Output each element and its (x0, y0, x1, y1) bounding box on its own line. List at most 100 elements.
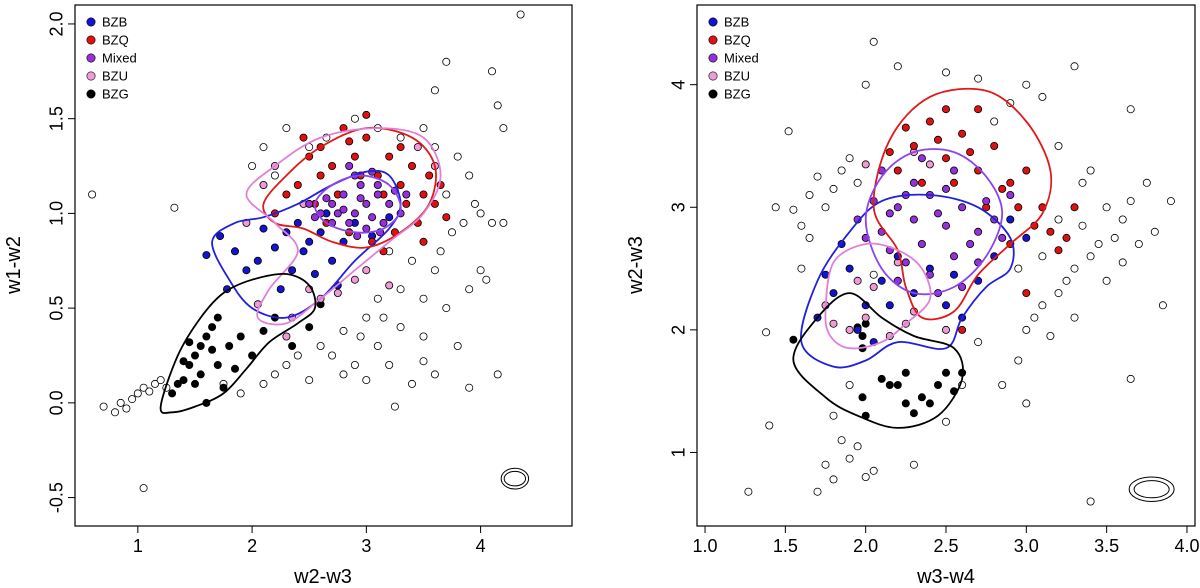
point-unassociated (328, 351, 337, 360)
point-mixed (909, 178, 918, 187)
point-unassociated (805, 190, 814, 199)
point-bzb (305, 237, 314, 246)
point-unassociated (1070, 313, 1079, 322)
point-bzg (236, 332, 245, 341)
point-unassociated (350, 360, 359, 369)
point-bzb (293, 218, 302, 227)
point-unassociated (942, 417, 951, 426)
point-bzg (185, 360, 194, 369)
y-tick-label: -0.5 (47, 482, 67, 513)
point-bzq (305, 152, 314, 161)
point-bzg (190, 351, 199, 360)
point-unassociated (1118, 215, 1127, 224)
point-unassociated (339, 370, 348, 379)
point-mixed (322, 194, 331, 203)
point-unassociated (1038, 92, 1047, 101)
point-bzu (413, 143, 422, 152)
point-unassociated (282, 360, 291, 369)
point-mixed (885, 209, 894, 218)
x-tick-label: 1.0 (693, 536, 718, 556)
point-unassociated (139, 484, 148, 493)
point-mixed (345, 218, 354, 227)
point-unassociated (419, 357, 428, 366)
point-bzb (885, 301, 894, 310)
point-unassociated (270, 171, 279, 180)
point-bzq (402, 199, 411, 208)
point-unassociated (1166, 197, 1175, 206)
point-unassociated (1086, 252, 1095, 261)
point-bzb (877, 276, 886, 285)
point-bzb (270, 243, 279, 252)
legend-marker-bzb (86, 17, 96, 27)
point-bzb (288, 266, 297, 275)
point-unassociated (122, 404, 131, 413)
point-bzu (282, 332, 291, 341)
point-unassociated (350, 114, 359, 123)
point-mixed (350, 209, 359, 218)
point-unassociated (316, 341, 325, 350)
point-bzg (202, 332, 211, 341)
point-unassociated (789, 205, 798, 214)
point-bzg (942, 368, 951, 377)
point-unassociated (1078, 221, 1087, 230)
legend-label-bzq: BZQ (724, 33, 751, 48)
y-tick-label: 3 (669, 202, 689, 212)
point-bzq (419, 190, 428, 199)
point-mixed (958, 203, 967, 212)
point-unassociated (419, 332, 428, 341)
point-mixed (328, 199, 337, 208)
y-axis-title: w2-w3 (625, 236, 647, 295)
point-bzg (208, 323, 217, 332)
point-mixed (305, 199, 314, 208)
legend-marker-bzq (86, 35, 96, 45)
point-mixed (402, 190, 411, 199)
point-unassociated (465, 383, 474, 392)
contour-bzb (800, 193, 1015, 369)
point-unassociated (1118, 258, 1127, 267)
point-bzb (853, 325, 862, 334)
error-ellipse-inner (1133, 480, 1170, 499)
legend-marker-bzu (708, 71, 718, 81)
point-bzq (385, 152, 394, 161)
point-unassociated (1086, 497, 1095, 506)
point-unassociated (453, 341, 462, 350)
point-bzg (877, 374, 886, 383)
point-unassociated (385, 360, 394, 369)
point-bzb (276, 285, 285, 294)
point-unassociated (1070, 62, 1079, 71)
point-bzg (917, 393, 926, 402)
point-unassociated (305, 376, 314, 385)
point-unassociated (1046, 331, 1055, 340)
point-bzu (925, 160, 934, 169)
point-bzg (901, 399, 910, 408)
point-bzg (173, 379, 182, 388)
point-bzg (305, 323, 314, 332)
point-bzq (1046, 227, 1055, 236)
point-bzb (259, 224, 268, 233)
legend-marker-mixed (86, 53, 96, 63)
point-mixed (909, 215, 918, 224)
point-mixed (373, 190, 382, 199)
point-unassociated (813, 487, 822, 496)
axis-ticks: 1 2 3 4 -0.5 0.0 0.5 1.0 1.5 2.0 (47, 11, 486, 556)
point-mixed (385, 199, 394, 208)
point-unassociated (482, 275, 491, 284)
point-bzg (858, 393, 867, 402)
point-mixed (362, 199, 371, 208)
point-bzq (425, 171, 434, 180)
point-unassociated (861, 472, 870, 481)
point-unassociated (470, 199, 479, 208)
point-unassociated (1038, 252, 1047, 261)
legend-label-bzg: BZG (724, 87, 751, 102)
legend: BZB BZQ Mixed BZU BZG (86, 15, 137, 102)
error-ellipse-outer (1128, 476, 1175, 502)
point-unassociated (499, 218, 508, 227)
error-ellipse-outer (500, 467, 530, 490)
legend-marker-bzb (708, 17, 718, 27)
legend: BZB BZQ Mixed BZU BZG (708, 15, 759, 102)
point-unassociated (829, 411, 838, 420)
point-bzq (909, 141, 918, 150)
legend-marker-bzg (708, 89, 718, 99)
point-unassociated (430, 86, 439, 95)
point-mixed (379, 218, 388, 227)
